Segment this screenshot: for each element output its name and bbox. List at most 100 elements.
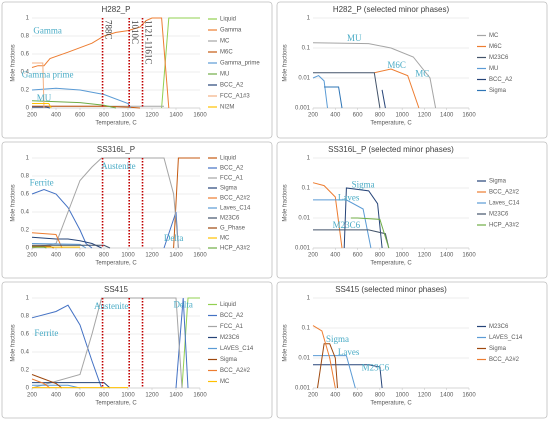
x-tick-label: 1000 [121, 113, 135, 119]
x-tick-label: 1400 [440, 253, 454, 259]
series-line [181, 297, 200, 389]
x-tick-label: 200 [308, 113, 319, 119]
chart-title: H282_P (selected minor phases) [333, 5, 450, 14]
x-axis-label: Temperature, C [370, 401, 412, 407]
vertical-marker-label: 788C [103, 20, 113, 40]
series-line [312, 75, 328, 109]
legend-label: BCC_A2 [220, 83, 244, 89]
x-tick-label: 1600 [193, 253, 207, 259]
annotation: Sigma [326, 334, 349, 344]
series-line [31, 378, 51, 389]
annotation: MU [347, 33, 362, 43]
x-tick-label: 200 [27, 393, 38, 399]
annotation: Sigma [352, 180, 375, 190]
x-tick-label: 400 [51, 113, 62, 119]
x-tick-label: 800 [99, 393, 110, 399]
y-axis-label: Mole fractions [11, 324, 17, 361]
x-tick-label: 1200 [145, 113, 159, 119]
series-line [381, 89, 386, 109]
x-tick-label: 800 [375, 113, 386, 119]
x-tick-label: 600 [75, 113, 86, 119]
x-tick-label: 200 [27, 113, 38, 119]
y-tick-label: 0.6 [21, 52, 30, 58]
y-tick-label: 1 [26, 156, 30, 162]
legend-label: M23C6 [220, 335, 240, 341]
legend-label: BCC_A2 [220, 166, 244, 172]
x-tick-label: 1000 [395, 253, 409, 259]
x-tick-label: 1600 [462, 253, 476, 259]
x-tick-label: 400 [330, 253, 341, 259]
y-tick-label: 0.001 [295, 386, 311, 392]
y-tick-label: 0.4 [21, 350, 30, 356]
x-tick-label: 200 [308, 253, 319, 259]
y-tick-label: 0.6 [21, 192, 30, 198]
y-tick-label: 0.01 [298, 76, 310, 82]
legend-label: Sigma [220, 357, 238, 363]
y-tick-label: 0.001 [295, 106, 311, 112]
legend-label: BCC_A2 [220, 313, 244, 319]
vertical-marker-label: 1121-1161C [143, 20, 153, 64]
annotation: MU [37, 93, 52, 103]
x-tick-label: 1600 [193, 393, 207, 399]
legend-label: Sigma [489, 179, 507, 185]
legend-label: LAVES_C14 [489, 335, 523, 341]
panel-frame [276, 281, 548, 419]
legend-label: BCC_A2#2 [489, 357, 520, 363]
x-axis-label: Temperature, C [95, 121, 137, 127]
y-tick-label: 0.01 [298, 216, 310, 222]
legend-label: Gamma_prime [220, 61, 260, 67]
x-tick-label: 1000 [395, 113, 409, 119]
series-line [350, 217, 390, 249]
x-axis-label: Temperature, C [370, 121, 412, 127]
annotation: Austenite [101, 161, 136, 171]
legend-label: MC [489, 33, 499, 39]
series-line [161, 17, 200, 109]
series-line [31, 100, 117, 109]
series-line [31, 17, 170, 109]
legend-label: MC [220, 39, 230, 45]
x-axis-label: Temperature, C [95, 401, 137, 407]
x-tick-label: 1200 [145, 253, 159, 259]
annotation: Laves [338, 192, 360, 202]
x-axis-label: Temperature, C [95, 261, 137, 267]
annotation: Austenite [94, 301, 129, 311]
x-tick-label: 200 [308, 393, 319, 399]
y-tick-label: 1 [307, 16, 311, 22]
x-tick-label: 600 [353, 393, 364, 399]
y-tick-label: 0.4 [21, 70, 30, 76]
legend-label: MU [220, 72, 229, 78]
series-line [32, 105, 141, 109]
series-line [343, 187, 383, 249]
legend-label: M6C [220, 50, 233, 56]
chart-title: SS415 (selected minor phases) [335, 285, 447, 294]
series-line [312, 42, 437, 109]
x-tick-label: 1000 [121, 253, 135, 259]
annotation: Ferrite [30, 177, 54, 187]
chart-title: SS316L_P (selected minor phases) [328, 145, 454, 154]
legend-label: Sigma [220, 186, 238, 192]
legend-label: Liquid [220, 17, 236, 23]
legend-label: Sigma [489, 346, 507, 352]
legend-label: BCC_A2 [489, 77, 513, 83]
legend-label: HCP_A3#2 [220, 246, 251, 252]
legend-label: M23C6 [220, 216, 240, 222]
series-line [31, 243, 87, 249]
series-line [31, 232, 63, 249]
x-tick-label: 400 [51, 253, 62, 259]
x-tick-label: 1400 [169, 113, 183, 119]
y-tick-label: 0.2 [21, 368, 30, 374]
x-tick-label: 800 [99, 253, 110, 259]
series-line [313, 355, 356, 389]
series-line [312, 325, 336, 389]
annotation: Delta [164, 233, 184, 243]
y-axis-label: Mole fractions [11, 44, 17, 81]
series-line [313, 364, 383, 389]
annotation: Gamma [33, 26, 62, 36]
annotation: Gamma prime [22, 70, 74, 80]
series-line [313, 229, 390, 249]
annotation: MC [415, 69, 429, 79]
x-tick-label: 800 [375, 253, 386, 259]
chart-title: H282_P [102, 5, 131, 14]
y-tick-label: 1 [26, 16, 30, 22]
